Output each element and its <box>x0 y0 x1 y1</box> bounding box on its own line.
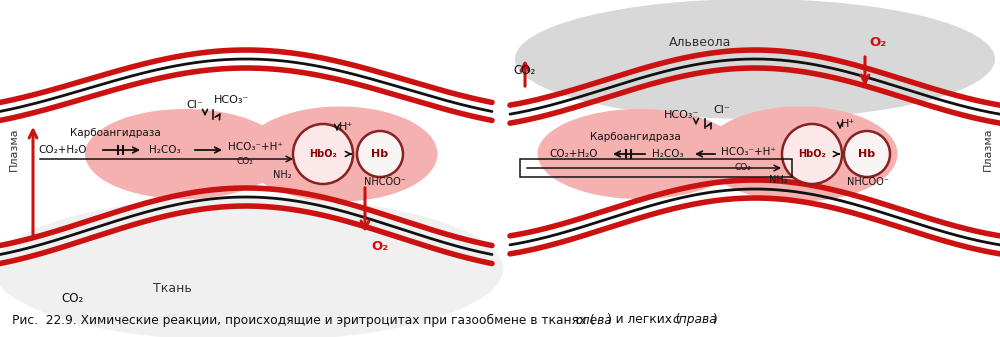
Text: CO₂+H₂O: CO₂+H₂O <box>39 145 87 155</box>
Text: Hb: Hb <box>371 149 389 159</box>
Text: ): ) <box>712 313 717 327</box>
Text: Карбоангидраза: Карбоангидраза <box>70 128 160 138</box>
Ellipse shape <box>515 0 995 119</box>
Ellipse shape <box>538 109 742 199</box>
Text: NH₂: NH₂ <box>273 170 291 180</box>
Text: HCO₃⁻+H⁺: HCO₃⁻+H⁺ <box>721 147 775 157</box>
Text: NHCOO⁻: NHCOO⁻ <box>364 177 406 187</box>
Text: H⁺: H⁺ <box>841 119 855 129</box>
Circle shape <box>782 124 842 184</box>
Text: H₂CO₃: H₂CO₃ <box>149 145 181 155</box>
Text: справа: справа <box>672 313 717 327</box>
Text: HbO₂: HbO₂ <box>309 149 337 159</box>
Text: HCO₃⁻+H⁺: HCO₃⁻+H⁺ <box>228 142 282 152</box>
Ellipse shape <box>242 106 438 202</box>
Text: NH₂: NH₂ <box>769 175 787 185</box>
Text: HCO₃⁻: HCO₃⁻ <box>214 95 250 105</box>
Text: ) и легких (: ) и легких ( <box>607 313 681 327</box>
Text: Плазма: Плазма <box>983 127 993 171</box>
Text: Cl⁻: Cl⁻ <box>187 100 203 110</box>
Circle shape <box>844 131 890 177</box>
Text: Рис.  22.9. Химические реакции, происходящие и эритроцитах при газообмене в ткан: Рис. 22.9. Химические реакции, происходя… <box>12 313 595 327</box>
Ellipse shape <box>0 196 503 337</box>
Text: NHCOO⁻: NHCOO⁻ <box>847 177 889 187</box>
Text: слева: слева <box>575 313 612 327</box>
Text: O₂: O₂ <box>371 241 389 253</box>
Text: Cl⁻: Cl⁻ <box>714 105 730 115</box>
Text: CO₂+H₂O: CO₂+H₂O <box>550 149 598 159</box>
Text: Hb: Hb <box>858 149 876 159</box>
Text: CO₂: CO₂ <box>735 162 751 172</box>
Text: CO₂: CO₂ <box>237 157 253 166</box>
Text: H₂CO₃: H₂CO₃ <box>652 149 684 159</box>
Circle shape <box>293 124 353 184</box>
Text: Альвеола: Альвеола <box>669 35 731 49</box>
Text: Карбоангидраза: Карбоангидраза <box>590 132 680 142</box>
Text: CO₂: CO₂ <box>514 63 536 76</box>
Text: HbO₂: HbO₂ <box>798 149 826 159</box>
Text: H⁺: H⁺ <box>339 122 353 132</box>
Text: Плазма: Плазма <box>9 127 19 171</box>
Ellipse shape <box>702 106 898 202</box>
Text: O₂: O₂ <box>869 35 887 49</box>
Circle shape <box>357 131 403 177</box>
Text: CO₂: CO₂ <box>61 293 83 306</box>
Text: HCO₃⁻: HCO₃⁻ <box>664 110 700 120</box>
Text: Ткань: Ткань <box>153 282 191 296</box>
Ellipse shape <box>85 109 285 199</box>
